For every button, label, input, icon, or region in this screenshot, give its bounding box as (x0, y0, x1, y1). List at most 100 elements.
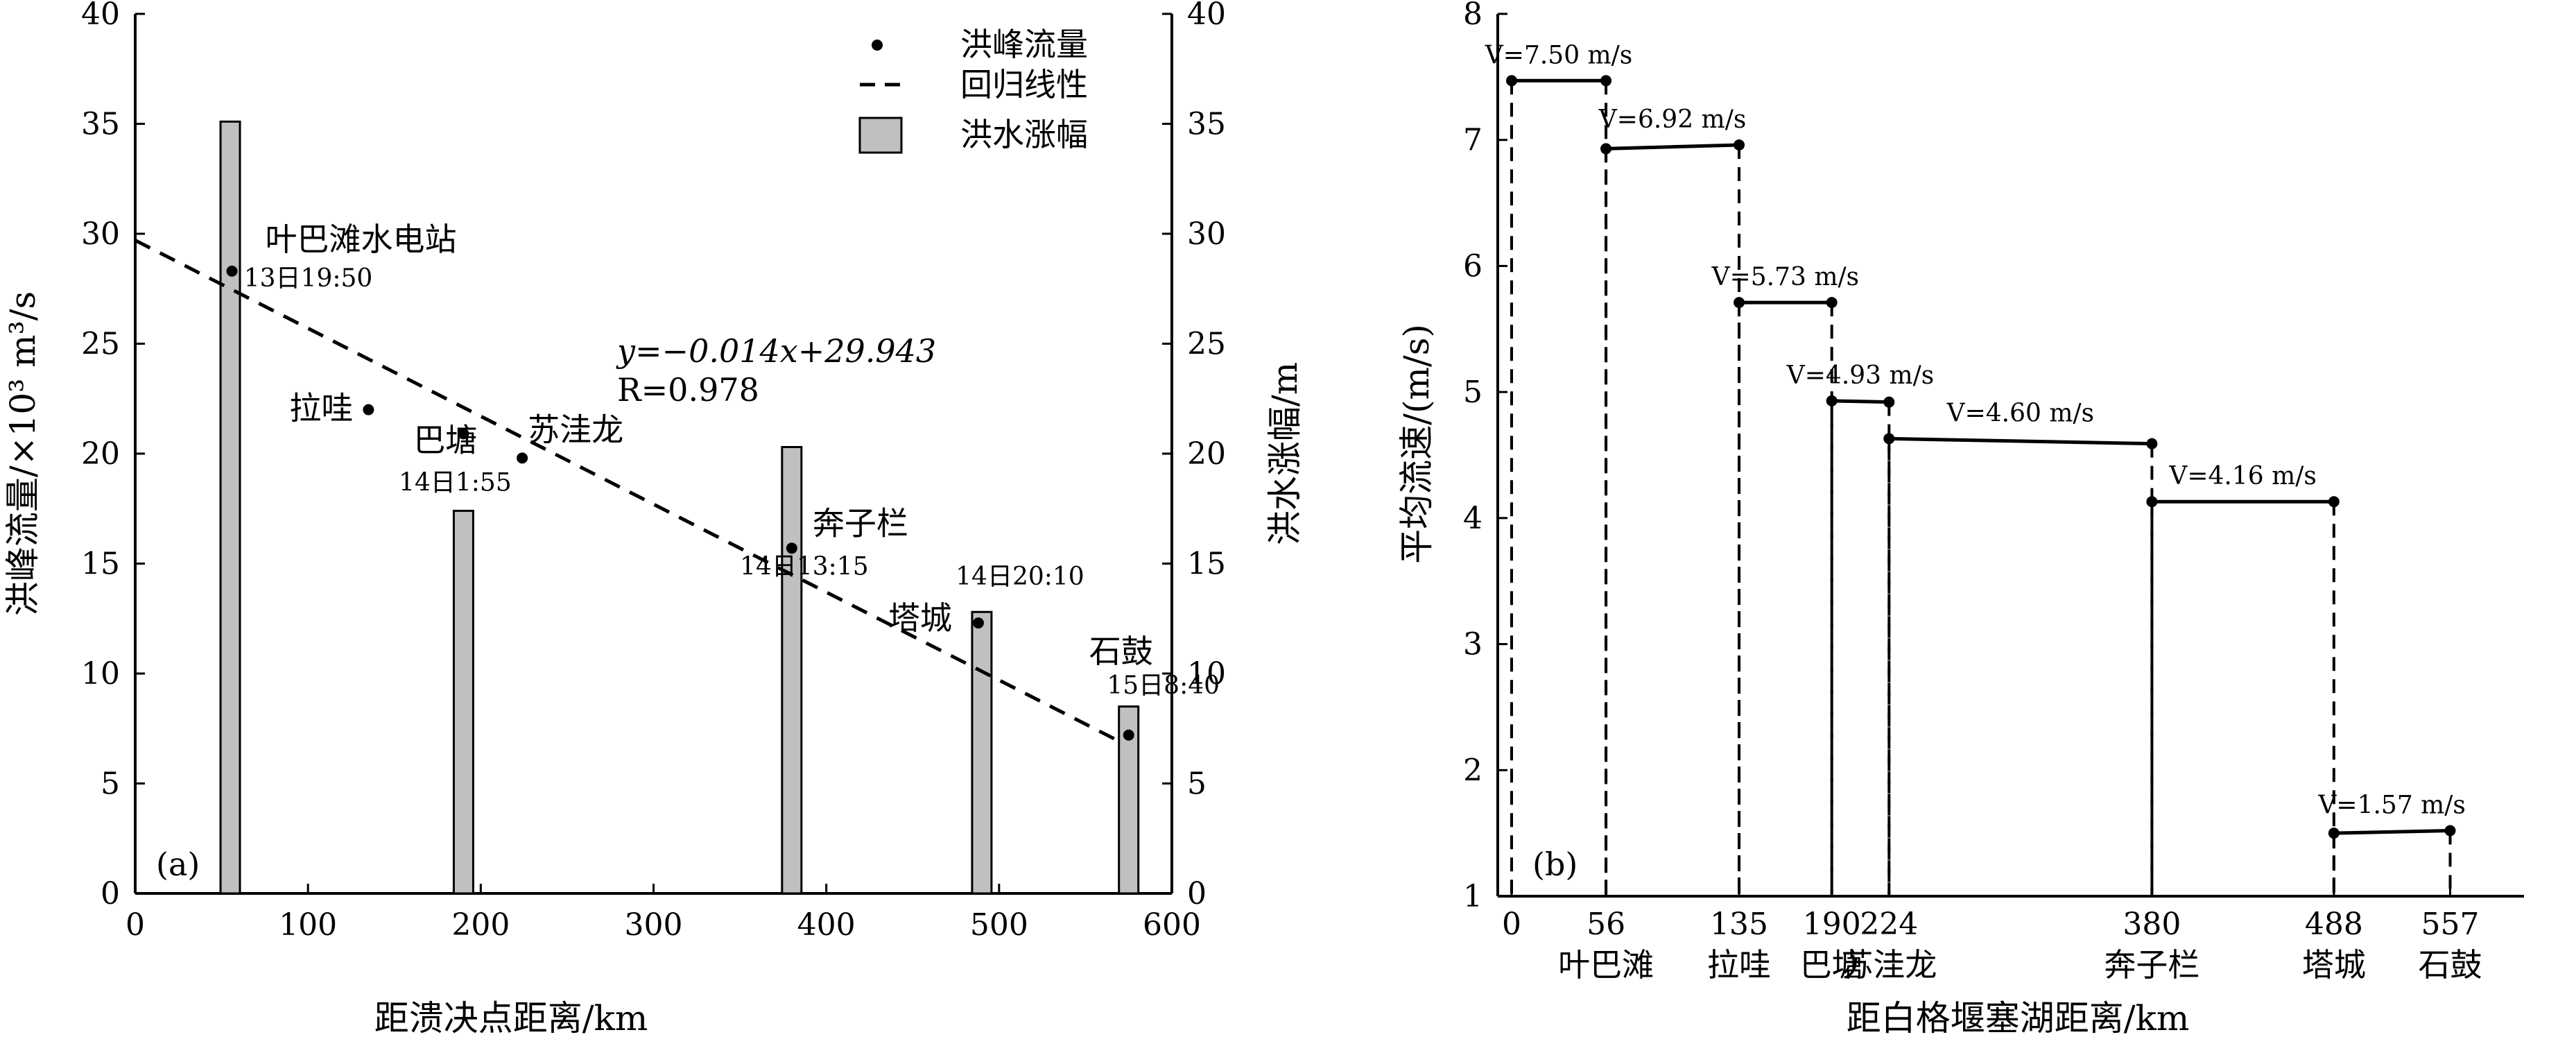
y-tick-label-left: 0 (101, 876, 120, 911)
x-tick-label: 0 (126, 907, 145, 943)
station-label: 苏洼龙 (528, 411, 623, 448)
b-x-tick-label: 224 (1860, 907, 1918, 942)
y-tick-label-left: 15 (81, 547, 120, 582)
b-y-tick-label: 7 (1463, 123, 1483, 158)
b-x-tick-label: 557 (2421, 907, 2480, 942)
velocity-label: V=4.93 m/s (1786, 361, 1935, 390)
y-tick-label-right: 5 (1187, 766, 1207, 802)
y-tick-label-left: 25 (81, 327, 120, 362)
y-tick-label-right: 0 (1187, 876, 1207, 911)
regression-r: R=0.978 (617, 371, 759, 409)
b-station-name: 叶巴滩 (1558, 946, 1654, 984)
b-station-name: 塔城 (2302, 946, 2366, 984)
velocity-segment (1606, 143, 1740, 151)
y-axis-title-left: 洪峰流量/×10³ m³/s (3, 291, 43, 616)
y-tick-label-left: 30 (81, 216, 120, 252)
velocity-label: V=4.60 m/s (1946, 399, 2095, 427)
y-tick-label-right: 10 (1187, 656, 1226, 692)
x-axis-title-b: 距白格堰塞湖距离/km (1847, 998, 2190, 1037)
station-time-label: 14日13:15 (740, 552, 869, 581)
x-tick-label: 300 (625, 907, 683, 943)
discharge-point (972, 617, 984, 629)
station-label: 塔城 (888, 599, 952, 637)
b-x-tick-label: 488 (2305, 907, 2363, 942)
station-time-label: 14日20:10 (956, 563, 1084, 591)
b-station-name: 奔子栏 (2104, 946, 2199, 984)
x-tick-label: 500 (970, 907, 1028, 943)
b-station-name: 拉哇 (1707, 946, 1771, 984)
discharge-point (1123, 729, 1134, 741)
velocity-segment (2333, 829, 2450, 835)
velocity-segment (1831, 399, 1890, 404)
velocity-label: V=4.16 m/s (2168, 462, 2317, 490)
x-axis-title-a: 距溃决点距离/km (374, 998, 648, 1037)
discharge-point (226, 265, 238, 277)
discharge-point (517, 452, 528, 464)
velocity-segment (1889, 436, 2152, 446)
b-station-name: 苏洼龙 (1841, 946, 1937, 984)
x-tick-label: 200 (451, 907, 510, 943)
station-time-label: 14日1:55 (399, 468, 512, 497)
station-time-label: 13日19:50 (244, 264, 373, 293)
y-tick-label-left: 35 (81, 107, 120, 142)
discharge-point (458, 428, 469, 440)
b-station-name: 石鼓 (2419, 946, 2482, 984)
legend-marker-rise (858, 117, 903, 154)
b-x-tick-label: 135 (1710, 907, 1768, 942)
b-y-tick-label: 2 (1463, 753, 1483, 788)
y-axis-title-b: 平均流速/(m/s) (1397, 324, 1437, 564)
regression-equation: y=−0.014x+29.943 (616, 332, 936, 370)
station-label: 石鼓 (1089, 633, 1153, 670)
station-label: 叶巴滩水电站 (266, 221, 457, 258)
x-tick-label: 600 (1143, 907, 1201, 943)
discharge-point (786, 542, 797, 554)
rise-bar (452, 509, 474, 895)
legend-label-regression: 回归线性 (960, 66, 1088, 103)
velocity-label: V=6.92 m/s (1598, 105, 1747, 134)
b-station-name: 巴塘 (1800, 946, 1864, 984)
b-y-tick-label: 4 (1463, 501, 1483, 536)
legend-label-discharge: 洪峰流量 (960, 26, 1088, 63)
rise-bar (781, 445, 803, 895)
x-tick-label: 400 (797, 907, 856, 943)
y-tick-label-left: 5 (101, 766, 120, 802)
panel-label-a: (a) (156, 846, 200, 883)
y-tick-label-right: 25 (1187, 327, 1226, 362)
rise-bar (971, 610, 993, 895)
discharge-point (363, 404, 374, 415)
y-tick-label-right: 15 (1187, 547, 1226, 582)
station-label: 拉哇 (289, 390, 353, 427)
b-x-tick-label: 0 (1502, 907, 1521, 942)
b-x-tick-label: 190 (1803, 907, 1861, 942)
legend-label-rise: 洪水涨幅 (960, 116, 1088, 153)
y-tick-label-right: 30 (1187, 216, 1226, 252)
b-y-tick-label: 5 (1463, 375, 1483, 410)
velocity-label: V=7.50 m/s (1485, 41, 1633, 69)
y-tick-label-left: 20 (81, 436, 120, 472)
y-tick-label-right: 35 (1187, 107, 1226, 142)
y-tick-label-left: 10 (81, 656, 120, 692)
y-tick-label-left: 40 (81, 0, 120, 32)
station-label: 巴塘 (413, 421, 477, 458)
panel-label-b: (b) (1532, 846, 1577, 883)
rise-bar (219, 120, 241, 895)
velocity-label: V=1.57 m/s (2317, 791, 2466, 820)
b-y-tick-label: 3 (1463, 627, 1483, 662)
legend-marker-discharge (872, 40, 883, 51)
x-tick-label: 100 (279, 907, 337, 943)
y-tick-label-right: 20 (1187, 436, 1226, 472)
legend: 洪峰流量 回归线性 洪水涨幅 (858, 26, 1088, 154)
b-x-tick-label: 380 (2123, 907, 2181, 942)
station-label: 奔子栏 (813, 504, 908, 542)
b-x-tick-label: 56 (1587, 907, 1625, 942)
station-time-label: 15日8:40 (1107, 671, 1220, 700)
regression-line (134, 239, 1121, 744)
b-y-tick-label: 1 (1463, 879, 1483, 914)
b-y-tick-label: 8 (1463, 0, 1483, 32)
b-y-tick-label: 6 (1463, 248, 1483, 284)
velocity-label: V=5.73 m/s (1711, 263, 1860, 291)
y-axis-title-right: 洪水涨幅/m (1265, 362, 1305, 545)
